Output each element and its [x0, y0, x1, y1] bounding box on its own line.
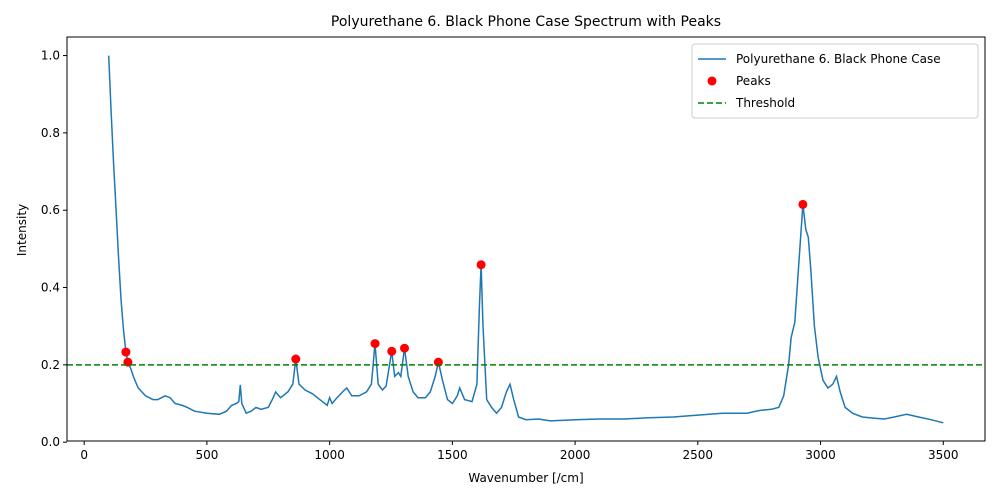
y-tick-label: 0.2 [41, 358, 60, 372]
peak-point [387, 346, 397, 356]
plot-frame [66, 36, 986, 442]
y-tick-label: 0.4 [41, 281, 60, 295]
y-tick-label: 0.0 [41, 435, 60, 449]
peak-point [798, 199, 808, 209]
peak-point [370, 339, 380, 349]
y-tick-label: 1.0 [41, 49, 60, 63]
x-tick-label: 2000 [560, 448, 591, 462]
peak-point [291, 354, 301, 364]
x-tick-label: 3500 [928, 448, 959, 462]
x-tick-label: 3000 [805, 448, 836, 462]
legend-swatch [707, 76, 717, 86]
legend-label: Polyurethane 6. Black Phone Case [736, 52, 941, 66]
legend-label: Peaks [736, 74, 771, 88]
x-axis-label: Wavenumber [/cm] [468, 471, 583, 485]
y-axis-label: Intensity [15, 204, 29, 256]
spectrum-line [107, 55, 944, 424]
peak-point [400, 343, 409, 353]
x-tick-label: 1000 [314, 448, 345, 462]
x-tick-label: 500 [195, 448, 218, 462]
y-tick-label: 0.6 [41, 203, 60, 217]
x-tick-label: 1500 [437, 448, 468, 462]
legend-label: Threshold [735, 96, 795, 110]
x-tick-label: 0 [80, 448, 88, 462]
peak-point [121, 347, 131, 357]
chart-title: Polyurethane 6. Black Phone Case Spectru… [331, 14, 721, 30]
peak-point [476, 260, 486, 270]
legend-box [691, 43, 979, 119]
x-tick-label: 2500 [683, 448, 714, 462]
y-tick-label: 0.8 [41, 126, 60, 140]
